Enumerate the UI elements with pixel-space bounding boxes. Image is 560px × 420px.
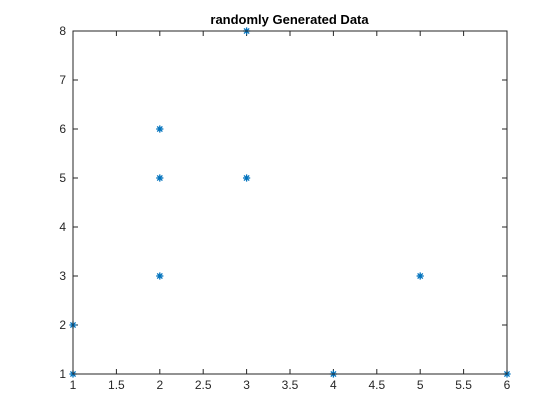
y-tick-label: 3	[59, 269, 66, 283]
y-tick-label: 5	[59, 171, 66, 185]
x-tick-label: 3.5	[282, 378, 299, 392]
y-tick-label: 4	[59, 220, 66, 234]
x-tick-label: 5	[417, 378, 424, 392]
data-point	[156, 125, 164, 133]
data-point	[416, 272, 424, 280]
y-tick-label: 7	[59, 73, 66, 87]
x-tick-label: 1	[70, 378, 77, 392]
x-tick-label: 2	[156, 378, 163, 392]
x-tick-label: 2.5	[195, 378, 212, 392]
data-point	[156, 272, 164, 280]
x-tick-label: 4.5	[368, 378, 385, 392]
x-tick-label: 5.5	[455, 378, 472, 392]
y-tick-label: 6	[59, 122, 66, 136]
chart-title: randomly Generated Data	[210, 12, 369, 27]
y-tick-label: 1	[59, 367, 66, 381]
data-point	[243, 174, 251, 182]
plot-area-frame	[72, 30, 508, 375]
y-tick-label: 8	[59, 24, 66, 38]
data-point	[156, 174, 164, 182]
y-tick-label: 2	[59, 318, 66, 332]
axis-ticks: 1 1.5 2 2.5 3 3.5 4 4.5 5 5.5 6 1 2 3 4 5 6 7 8	[59, 24, 510, 392]
x-tick-label: 4	[330, 378, 337, 392]
x-tick-label: 6	[504, 378, 511, 392]
x-tick-label: 1.5	[108, 378, 125, 392]
x-tick-label: 3	[243, 378, 250, 392]
